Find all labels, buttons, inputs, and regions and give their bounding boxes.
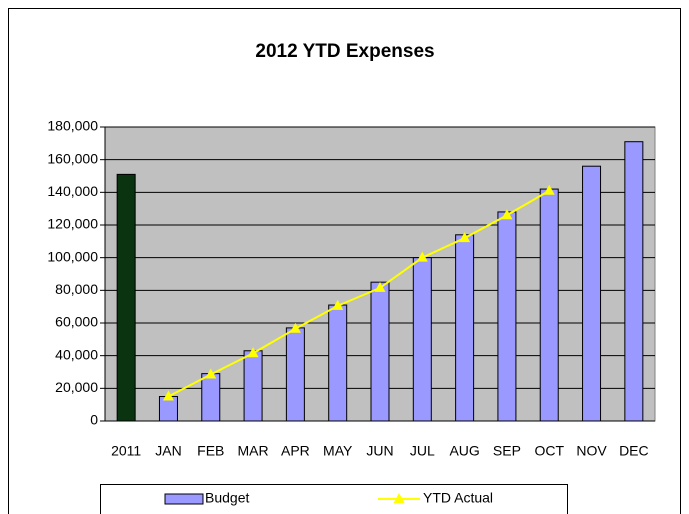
y-tick-label: 60,000 [55,314,98,330]
bar [370,281,390,422]
bar [624,141,644,422]
marker [289,322,301,333]
marker [247,347,259,358]
x-tick-label: 2011 [111,443,141,459]
bar [497,211,517,422]
marker [374,281,386,292]
chart-title: 2012 YTD Expenses [255,41,434,62]
marker [543,184,555,195]
x-tick-label: DEC [619,443,649,459]
bar [328,304,348,422]
x-tick-label: JAN [155,443,181,459]
marker [459,232,471,243]
x-tick-label: FEB [197,443,224,459]
x-tick-label: JUN [366,443,393,459]
bar [412,257,432,422]
legend-label: Budget [205,490,249,506]
y-tick-label: 140,000 [47,183,98,199]
y-tick-label: 180,000 [47,118,98,134]
y-tick-label: 120,000 [47,216,98,232]
x-tick-label: MAY [323,443,353,459]
x-tick-label: NOV [576,443,607,459]
x-tick-label: OCT [534,443,564,459]
marker [205,368,217,379]
marker [332,299,344,310]
legend-label: YTD Actual [423,490,493,506]
y-tick-label: 160,000 [47,150,98,166]
bar [455,234,475,422]
y-tick-label: 100,000 [47,248,98,264]
marker [416,251,428,262]
legend-swatch [164,493,204,505]
bar [582,165,602,422]
line [167,189,550,398]
marker [162,390,174,401]
y-tick-label: 0 [90,412,98,428]
y-tick-label: 20,000 [55,379,98,395]
y-tick-label: 40,000 [55,346,98,362]
marker [501,209,513,220]
bar [116,173,136,422]
x-tick-label: AUG [449,443,479,459]
x-tick-label: JUL [410,443,435,459]
bar [285,327,305,422]
x-tick-label: SEP [493,443,521,459]
legend-marker [393,493,405,503]
x-tick-label: MAR [238,443,269,459]
y-tick-label: 80,000 [55,281,98,297]
x-tick-label: APR [281,443,310,459]
bar [243,350,263,422]
bar [201,373,221,422]
bar [539,188,559,422]
